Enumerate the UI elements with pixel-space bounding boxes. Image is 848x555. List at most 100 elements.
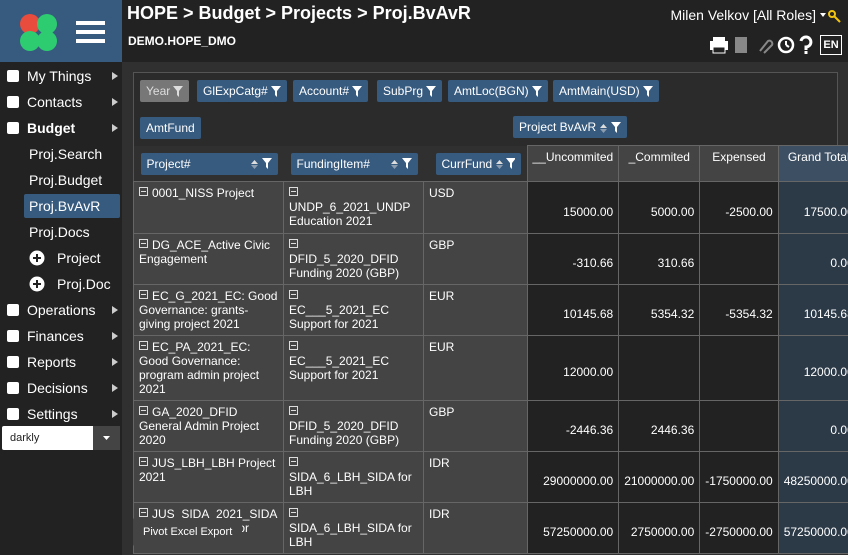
column-header: Expensed	[699, 145, 779, 182]
filter-icon[interactable]	[642, 86, 653, 98]
row-header-text: EC_G_2021_EC: Good Governance: grants-gi…	[139, 289, 278, 331]
row-header-text: USD	[429, 186, 455, 200]
collapse-icon[interactable]	[289, 457, 298, 466]
submenu-item[interactable]: Proj.Docs	[0, 220, 122, 244]
user-icons[interactable]	[818, 8, 844, 24]
menu-item[interactable]: Reports	[0, 350, 122, 374]
value-cell: 48250000.00	[777, 451, 848, 503]
value-cell: -2750000.00	[699, 502, 779, 554]
collapse-icon[interactable]	[139, 239, 148, 248]
menu-item[interactable]: Settings	[0, 402, 122, 426]
column-field[interactable]: Project BvAvR	[513, 116, 628, 138]
column-field-label: Project BvAvR	[519, 120, 597, 134]
row-field-button[interactable]: Project#	[140, 152, 278, 175]
submenu-item[interactable]: Proj.Search	[0, 142, 122, 166]
menu-item[interactable]: Budget	[0, 116, 122, 140]
export-button[interactable]: Pivot Excel Export	[133, 518, 243, 546]
filter-label: Year	[146, 84, 171, 98]
row-header-text: EC___5_2021_EC Support for 2021	[289, 354, 390, 382]
value-cell: -2446.36	[526, 400, 620, 452]
row-header-cell: IDR	[423, 451, 528, 503]
language[interactable]: EN	[820, 35, 842, 55]
row-field-cell: CurrFund	[423, 145, 527, 182]
header-row: Project# FundingItem# CurrFund __Uncommited…	[133, 145, 848, 182]
collapse-icon[interactable]	[289, 239, 298, 248]
submenu-item[interactable]: Proj.Doc	[0, 272, 122, 296]
value: 10145.68	[563, 307, 614, 321]
logo[interactable]	[0, 0, 122, 62]
filter-icon[interactable]	[352, 86, 363, 98]
row-header-text: EC___5_2021_EC Support for 2021	[289, 303, 390, 331]
filter-icon[interactable]	[505, 158, 515, 169]
row-header-text: GBP	[429, 405, 455, 419]
menu-icon	[7, 70, 19, 82]
row-header-cell: GBP	[423, 400, 528, 452]
expand-arrow	[112, 410, 118, 418]
filter-icon[interactable]	[426, 86, 437, 98]
menu-item[interactable]: Finances	[0, 324, 122, 348]
menu-item[interactable]: Operations	[0, 298, 122, 322]
filter-icon[interactable]	[401, 158, 412, 169]
menu-label: Budget	[27, 120, 76, 136]
row-header-cell: 0001_NISS Project	[133, 181, 284, 234]
value-cell	[699, 400, 779, 452]
toolbar-icons[interactable]	[708, 35, 820, 55]
filter-icon[interactable]	[611, 122, 622, 134]
value-cell: 57250000.00	[526, 502, 620, 554]
menu-label: Finances	[27, 328, 84, 344]
menu-label: Contacts	[27, 94, 83, 110]
dropdown-toggle[interactable]	[93, 426, 120, 450]
sort-icon[interactable]	[599, 122, 608, 134]
value-cell: 12000.00	[777, 335, 848, 401]
expand-arrow	[112, 384, 118, 392]
filter-icon[interactable]	[261, 158, 272, 169]
value-field[interactable]: AmtFund	[140, 117, 201, 139]
value-cell: 310.66	[618, 233, 701, 285]
menu-item[interactable]: Decisions	[0, 376, 122, 400]
expand-arrow	[112, 124, 118, 132]
filter-icon[interactable]	[270, 86, 281, 98]
filter-button[interactable]: GlExpCatg#	[197, 80, 287, 102]
row-field-button[interactable]: CurrFund	[435, 152, 521, 175]
menu-label: Project	[57, 250, 101, 266]
filter-button[interactable]: SubPrg	[377, 80, 443, 102]
collapse-icon[interactable]	[289, 406, 298, 415]
menu-item[interactable]: Contacts	[0, 90, 122, 114]
sort-icon[interactable]	[250, 158, 259, 169]
collapse-icon[interactable]	[289, 341, 298, 350]
submenu-item[interactable]: Project	[0, 246, 122, 270]
data-row: JUS_LBH_LBH Project 2021 SIDA_6_LBH_SIDA …	[133, 451, 848, 503]
value: 29000000.00	[543, 474, 614, 488]
filter-label: AmtMain(USD)	[559, 84, 640, 98]
filter-button[interactable]: Year	[140, 80, 190, 102]
collapse-icon[interactable]	[139, 187, 148, 196]
filter-button[interactable]: AmtLoc(BGN)	[448, 80, 548, 102]
menu-label: My Things	[27, 68, 92, 84]
filter-icon[interactable]	[531, 86, 542, 98]
submenu-item[interactable]: Proj.BvAvR	[0, 194, 122, 218]
collapse-icon[interactable]	[289, 187, 298, 196]
pivot-table: Project# FundingItem# CurrFund __Uncommited…	[133, 145, 848, 554]
sort-icon[interactable]	[495, 158, 503, 169]
row-header-cell: EC___5_2021_EC Support for 2021	[283, 335, 424, 401]
collapse-icon[interactable]	[139, 457, 148, 466]
collapse-icon[interactable]	[139, 406, 148, 415]
theme-select[interactable]: darkly	[2, 426, 120, 450]
collapse-icon[interactable]	[139, 290, 148, 299]
user[interactable]: Milen Velkov [All Roles]	[670, 7, 816, 23]
menu-item[interactable]: My Things	[0, 64, 122, 88]
filter-icon[interactable]	[173, 86, 184, 98]
collapse-icon[interactable]	[139, 341, 148, 350]
menu-label: Operations	[27, 302, 96, 318]
menu-icon	[7, 122, 19, 134]
filter-button[interactable]: Account#	[293, 80, 369, 102]
collapse-icon[interactable]	[139, 508, 148, 517]
sort-icon[interactable]	[390, 158, 399, 169]
row-header-text: 0001_NISS Project	[152, 186, 255, 200]
submenu-item[interactable]: Proj.Budget	[0, 168, 122, 192]
menu-icon	[7, 356, 19, 368]
row-field-button[interactable]: FundingItem#	[290, 152, 418, 175]
collapse-icon[interactable]	[289, 290, 298, 299]
collapse-icon[interactable]	[289, 508, 298, 517]
filter-button[interactable]: AmtMain(USD)	[553, 80, 659, 102]
